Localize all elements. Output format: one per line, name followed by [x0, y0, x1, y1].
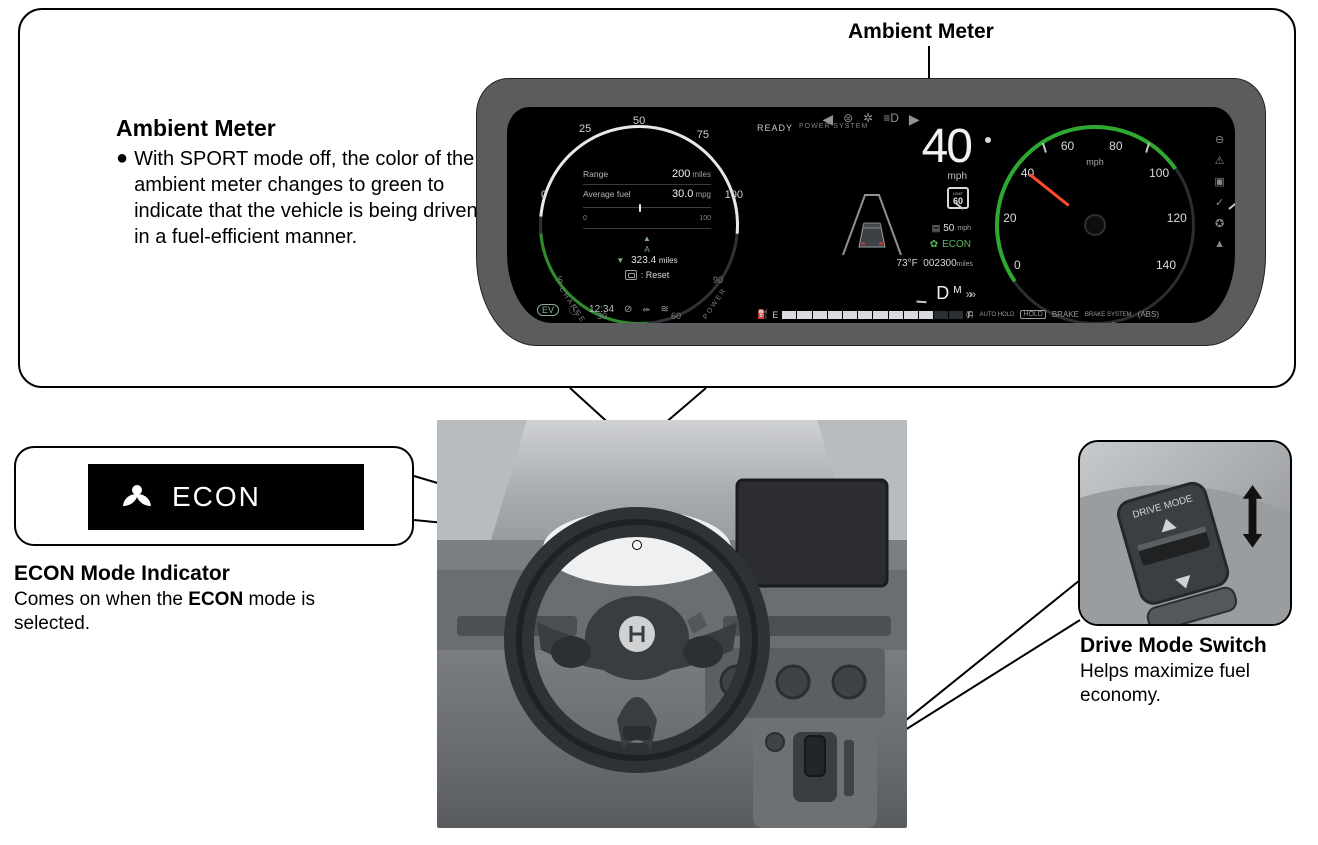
econ-indicator-heading: ECON Mode Indicator — [14, 562, 230, 586]
econ-indicator-description: Comes on when the ECON mode is selected. — [14, 588, 394, 636]
cluster-reference-dot — [632, 540, 642, 550]
econ-desc-pre: Comes on when the — [14, 589, 188, 610]
econ-plant-icon — [120, 480, 154, 514]
drive-mode-heading: Drive Mode Switch — [1080, 634, 1267, 658]
econ-badge-text: ECON — [172, 481, 261, 513]
dashboard-photo — [437, 420, 907, 828]
drive-mode-switch-panel: DRIVE MODE — [1078, 440, 1292, 626]
drive-mode-description: Helps maximize fuel economy. — [1080, 660, 1300, 708]
econ-desc-bold: ECON — [188, 589, 243, 610]
econ-indicator-badge: ECON — [88, 464, 364, 530]
